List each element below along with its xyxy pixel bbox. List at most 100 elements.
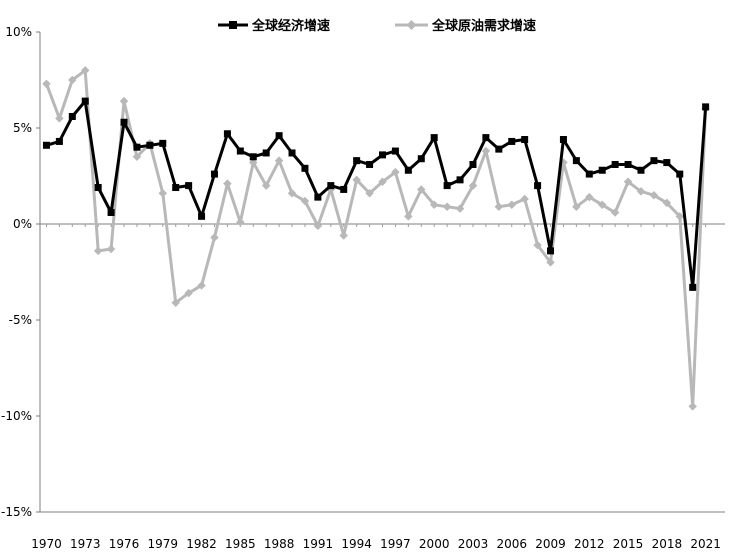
oil-demand-growth-line (47, 70, 706, 406)
economy-point (95, 184, 102, 191)
economy-point (689, 284, 696, 291)
oil-demand-point (520, 195, 528, 203)
economy-point (457, 176, 464, 183)
economy-point (482, 134, 489, 141)
x-tick-label: 1973 (70, 537, 101, 551)
oil-demand-point (107, 245, 115, 253)
economy-point (650, 157, 657, 164)
economy-point (469, 161, 476, 168)
oil-demand-point (210, 233, 218, 241)
legend-label-economy: 全球经济增速 (251, 18, 330, 34)
economy-point (495, 146, 502, 153)
x-tick-label: 2015 (613, 537, 644, 551)
oil-demand-point (223, 179, 231, 187)
economy-point (392, 148, 399, 155)
economy-point (43, 142, 50, 149)
y-tick-label: 10% (5, 25, 32, 39)
legend-marker-economy (229, 21, 237, 29)
economy-point (172, 184, 179, 191)
x-tick-label: 2021 (690, 537, 721, 551)
economy-point (521, 136, 528, 143)
oil-demand-point (159, 189, 167, 197)
economy-point (702, 103, 709, 110)
economy-point (237, 148, 244, 155)
y-tick-label: -15% (1, 505, 32, 519)
economy-point (250, 153, 257, 160)
y-tick-label: 5% (13, 121, 32, 135)
economy-point (366, 161, 373, 168)
chart-frame (36, 32, 725, 512)
x-tick-label: 2000 (419, 537, 450, 551)
economy-point (663, 159, 670, 166)
economy-point (573, 157, 580, 164)
x-tick-label: 1994 (341, 537, 372, 551)
oil-demand-point (339, 231, 347, 239)
economy-point (159, 140, 166, 147)
series-oil-demand (42, 66, 710, 410)
economy-point (146, 142, 153, 149)
x-tick-label: 1976 (109, 537, 140, 551)
economy-point (625, 161, 632, 168)
economy-point (612, 161, 619, 168)
legend-marker-oil-demand (407, 20, 417, 30)
x-tick-label: 2006 (496, 537, 527, 551)
economy-point (314, 194, 321, 201)
x-tick-label: 2012 (574, 537, 605, 551)
economy-point (637, 167, 644, 174)
economy-point (547, 247, 554, 254)
oil-demand-point (42, 80, 50, 88)
economy-point (108, 209, 115, 216)
oil-demand-point (495, 202, 503, 210)
x-axis-ticks: 1970 1973 1976 1979 1982 1985 1988 1991 … (31, 537, 721, 551)
oil-demand-point (688, 402, 696, 410)
oil-demand-point (482, 147, 490, 155)
x-tick-label: 2018 (652, 537, 683, 551)
economy-point (353, 157, 360, 164)
economy-point (405, 167, 412, 174)
economy-point (418, 155, 425, 162)
oil-demand-point (443, 202, 451, 210)
legend-item-economy: 全球经济增速 (218, 18, 330, 34)
oil-demand-point (236, 218, 244, 226)
economy-point (676, 171, 683, 178)
economy-point (82, 98, 89, 105)
x-tick-label: 2003 (458, 537, 489, 551)
economy-point (586, 171, 593, 178)
economy-point (263, 149, 270, 156)
economy-point (289, 149, 296, 156)
economy-point (534, 182, 541, 189)
economy-point (185, 182, 192, 189)
y-axis-ticks: 10% 5% 0% -5% -10% -15% (1, 25, 32, 519)
economy-point (276, 132, 283, 139)
y-tick-label: -5% (9, 313, 32, 327)
economy-point (301, 165, 308, 172)
x-tick-label: 1988 (264, 537, 295, 551)
x-tick-label: 1979 (148, 537, 179, 551)
economy-point (121, 119, 128, 126)
x-tick-label: 1985 (225, 537, 256, 551)
economy-point (56, 138, 63, 145)
y-tick-label: -10% (1, 409, 32, 423)
economy-point (327, 182, 334, 189)
economy-point (599, 167, 606, 174)
series-economy (43, 98, 709, 291)
legend-label-oil-demand: 全球原油需求增速 (431, 18, 536, 34)
x-tick-label: 1970 (31, 537, 62, 551)
oil-demand-point (120, 97, 128, 105)
economy-growth-line (47, 101, 706, 287)
economy-point (69, 113, 76, 120)
legend: 全球经济增速 全球原油需求增速 (218, 18, 536, 34)
x-tick-label: 2009 (535, 537, 566, 551)
economy-point (224, 130, 231, 137)
x-tick-label: 1997 (380, 537, 411, 551)
economy-point (133, 144, 140, 151)
economy-point (198, 213, 205, 220)
x-tick-label: 1991 (303, 537, 334, 551)
economy-point (379, 151, 386, 158)
economy-point (340, 186, 347, 193)
economy-point (211, 171, 218, 178)
legend-item-oil-demand: 全球原油需求增速 (395, 18, 536, 34)
oil-demand-point (94, 247, 102, 255)
economy-point (508, 138, 515, 145)
